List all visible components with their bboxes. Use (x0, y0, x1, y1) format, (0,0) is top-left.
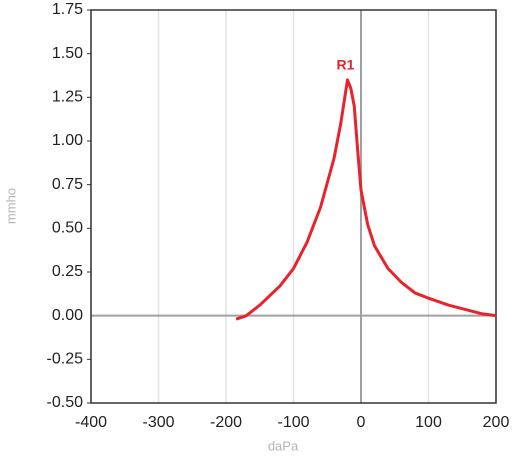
y-tick-label: 0.00 (52, 307, 83, 324)
y-tick-label: 1.00 (52, 132, 83, 149)
plot-frame (90, 9, 497, 404)
x-tick-label: -400 (75, 414, 107, 431)
series-line (235, 78, 497, 321)
y-tick-label: -0.50 (47, 394, 84, 411)
x-axis-label: daPa (268, 438, 299, 453)
y-tick-label: 0.50 (52, 220, 83, 237)
y-axis-label: mmho (3, 188, 18, 224)
y-tick-label: 1.75 (52, 1, 83, 18)
x-tick-label: -300 (142, 414, 174, 431)
y-tick-label: 1.50 (52, 45, 83, 62)
x-tick-label: -200 (210, 414, 242, 431)
y-tick-label: 0.25 (52, 263, 83, 280)
x-tick-label: 0 (357, 414, 366, 431)
annotation: R1 (337, 57, 355, 73)
y-tick-label: 0.75 (52, 176, 83, 193)
x-tick-label: 100 (415, 414, 442, 431)
x-tick-label: -100 (277, 414, 309, 431)
y-tick-label: 1.25 (52, 89, 83, 106)
x-tick-label: 200 (483, 414, 510, 431)
y-tick-label: -0.25 (47, 351, 84, 368)
